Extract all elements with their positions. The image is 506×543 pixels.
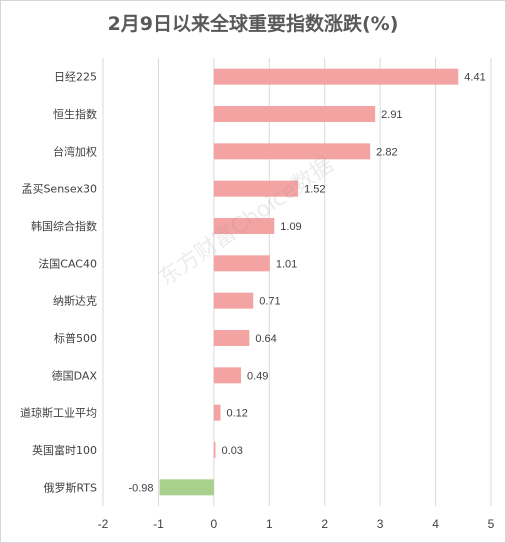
bar <box>213 292 254 309</box>
data-label: 1.52 <box>304 184 325 196</box>
data-label: 0.64 <box>255 333 276 345</box>
category-label: 俄罗斯RTS <box>43 481 97 494</box>
chart-title: 2月9日以来全球重要指数涨跌(%) <box>107 13 399 35</box>
bar <box>159 479 214 496</box>
bar <box>213 218 275 234</box>
bar <box>213 367 242 384</box>
category-label: 孟买Sensex30 <box>21 183 97 196</box>
data-label: 2.82 <box>376 146 397 158</box>
bar <box>213 255 270 272</box>
data-label: 1.01 <box>276 258 297 270</box>
x-tick-label: 5 <box>488 517 495 531</box>
data-label: 0.49 <box>247 370 268 382</box>
category-label: 恒生指数 <box>53 107 97 121</box>
bar <box>213 442 216 458</box>
category-label: 法国CAC40 <box>38 256 97 270</box>
x-tick-label: 1 <box>266 517 273 531</box>
category-label: 台湾加权 <box>53 144 97 158</box>
bar <box>213 330 250 346</box>
data-label: 0.12 <box>227 408 248 420</box>
category-label: 德国DAX <box>52 368 98 382</box>
category-label: 道琼斯工业平均 <box>20 406 97 420</box>
bar <box>213 68 459 85</box>
x-tick-label: 3 <box>377 517 384 531</box>
x-tick-label: -2 <box>98 517 109 531</box>
data-label: 0.03 <box>222 445 243 457</box>
data-label: 1.09 <box>280 221 301 233</box>
data-label: 0.71 <box>259 296 280 308</box>
x-tick-label: -1 <box>153 517 164 531</box>
category-label: 韩国综合指数 <box>31 219 97 233</box>
data-label: -0.98 <box>128 482 153 494</box>
bar <box>213 106 376 122</box>
bar <box>213 404 221 421</box>
bar <box>213 180 299 197</box>
data-label: 4.41 <box>464 72 485 84</box>
category-label: 日经225 <box>54 71 97 84</box>
category-label: 英国富时100 <box>32 443 97 457</box>
x-tick-label: 4 <box>432 517 439 531</box>
x-tick-label: 2 <box>321 517 328 531</box>
data-label: 2.91 <box>381 109 402 121</box>
category-label: 标普500 <box>54 331 97 345</box>
x-tick-label: 0 <box>211 517 218 531</box>
category-label: 纳斯达克 <box>53 295 97 308</box>
bar <box>213 143 371 160</box>
